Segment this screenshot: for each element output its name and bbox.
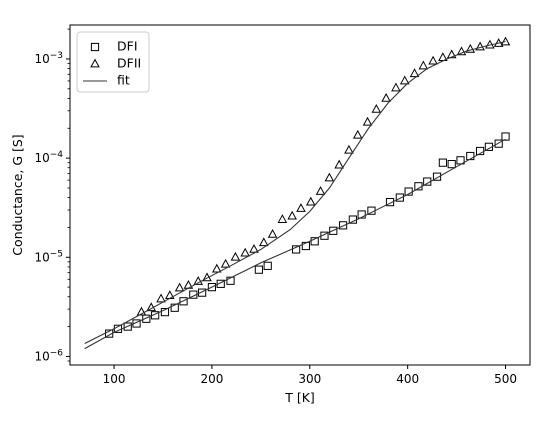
dfii-point (362, 116, 373, 126)
dfi-point (357, 210, 366, 219)
y-axis-label: Conductance, G [S] (10, 134, 25, 255)
dfii-point (258, 237, 269, 247)
x-tick-label: 400 (396, 372, 419, 386)
dfii-point (305, 196, 316, 206)
dfii-point (418, 60, 429, 70)
dfii-point (500, 36, 511, 46)
dfii-point (371, 103, 382, 113)
y-tick-label: 10−5 (34, 249, 63, 264)
fit-line (84, 138, 506, 350)
dfii-point (193, 276, 204, 285)
dfii-point (240, 247, 250, 257)
legend: DFI DFII fit (76, 31, 150, 93)
legend-marker-dfi (90, 42, 100, 52)
dfii-point (230, 251, 241, 261)
dfii-point (344, 144, 354, 154)
dfii-point (334, 159, 344, 169)
dfi-point (142, 314, 151, 323)
y-tick-label: 10−6 (34, 348, 63, 363)
dfii-point (165, 290, 175, 300)
dfi-point (385, 198, 395, 207)
series-fit-2 (84, 40, 506, 344)
x-tick-label: 100 (103, 372, 126, 386)
dfii-point (381, 92, 391, 102)
legend-marker-dfii (90, 58, 100, 68)
series-fit-3 (84, 138, 506, 350)
x-tick-label: 300 (298, 372, 321, 386)
dfi-point (432, 172, 442, 181)
dfii-point (391, 82, 401, 92)
dfi-point (198, 288, 207, 297)
dfii-point (174, 282, 185, 292)
dfi-point (438, 158, 447, 167)
dfii-point (315, 186, 326, 195)
x-tick-label: 500 (494, 372, 517, 386)
dfii-point (267, 228, 278, 238)
y-tick-label: 10−4 (34, 150, 63, 165)
plot-frame (69, 24, 531, 366)
plot-series (84, 36, 511, 350)
dfii-point (409, 68, 420, 78)
dfi-point (160, 308, 170, 317)
legend-label-dfi: DFI (117, 39, 138, 54)
dfi-point (254, 265, 263, 274)
x-tick-label: 200 (200, 372, 223, 386)
dfii-point (249, 243, 259, 253)
dfii-point (220, 258, 231, 268)
dfii-point (156, 293, 166, 303)
series-dfii (136, 36, 511, 316)
dfii-point (399, 75, 410, 85)
axis-ticks: 100 200 300 400 500 10−6 10−5 10−4 10−3 (34, 28, 517, 386)
dfii-point (324, 172, 335, 182)
dfi-point (226, 276, 235, 285)
dfi-point (447, 160, 456, 169)
dfii-point (287, 210, 297, 220)
dfii-point (212, 263, 222, 273)
dfi-point (501, 132, 510, 141)
x-axis-label: T [K] (284, 390, 315, 405)
dfii-point (277, 214, 288, 223)
dfi-point (395, 193, 404, 202)
y-tick-label: 10−3 (34, 51, 63, 66)
dfi-point (301, 241, 310, 251)
series-dfi (105, 132, 510, 338)
legend-label-fit: fit (117, 73, 130, 88)
dfii-point (352, 129, 363, 139)
dfii-point (296, 203, 306, 212)
dfi-point (263, 261, 272, 270)
legend-label-dfii: DFII (117, 56, 141, 71)
dfi-point (216, 279, 225, 288)
dfii-point (428, 55, 438, 65)
dfi-point (170, 303, 179, 312)
fit-line (84, 40, 506, 344)
